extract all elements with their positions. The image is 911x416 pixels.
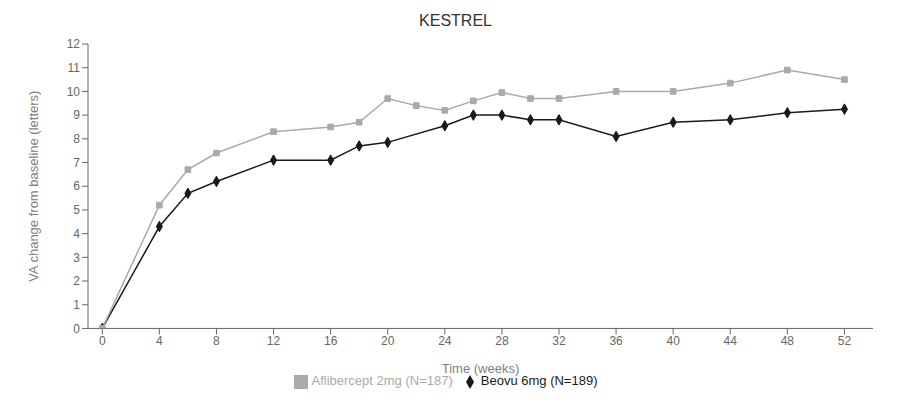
svg-text:16: 16	[324, 334, 338, 348]
svg-text:36: 36	[609, 334, 623, 348]
svg-text:VA change from baseline (lette: VA change from baseline (letters)	[26, 91, 41, 282]
svg-text:0: 0	[99, 334, 106, 348]
svg-text:5: 5	[73, 203, 80, 217]
svg-text:Time (weeks): Time (weeks)	[442, 361, 520, 376]
svg-text:9: 9	[73, 108, 80, 122]
html-text:Beovu 6mg (N=189): Beovu 6mg (N=189)	[480, 373, 598, 389]
svg-text:32: 32	[552, 334, 566, 348]
html-text:KESTREL: KESTREL	[419, 12, 492, 29]
svg-text:12: 12	[267, 334, 281, 348]
svg-text:12: 12	[67, 37, 81, 51]
svg-text:52: 52	[838, 334, 852, 348]
svg-text:1: 1	[73, 298, 80, 312]
svg-text:20: 20	[381, 334, 395, 348]
svg-text:4: 4	[156, 334, 163, 348]
svg-text:3: 3	[73, 251, 80, 265]
svg-text:6: 6	[73, 179, 80, 193]
svg-text:2: 2	[73, 274, 80, 288]
svg-text:4: 4	[73, 227, 80, 241]
svg-text:24: 24	[438, 334, 452, 348]
svg-text:0: 0	[73, 322, 80, 336]
svg-text:11: 11	[68, 61, 81, 75]
svg-text:40: 40	[667, 334, 681, 348]
svg-text:8: 8	[73, 132, 80, 146]
svg-text:10: 10	[67, 85, 81, 99]
html-text:Aflibercept 2mg (N=187): Aflibercept 2mg (N=187)	[311, 373, 453, 389]
svg-text:44: 44	[724, 334, 738, 348]
svg-text:7: 7	[73, 156, 80, 170]
svg-text:28: 28	[495, 334, 509, 348]
svg-text:48: 48	[781, 334, 795, 348]
svg-text:8: 8	[213, 334, 220, 348]
